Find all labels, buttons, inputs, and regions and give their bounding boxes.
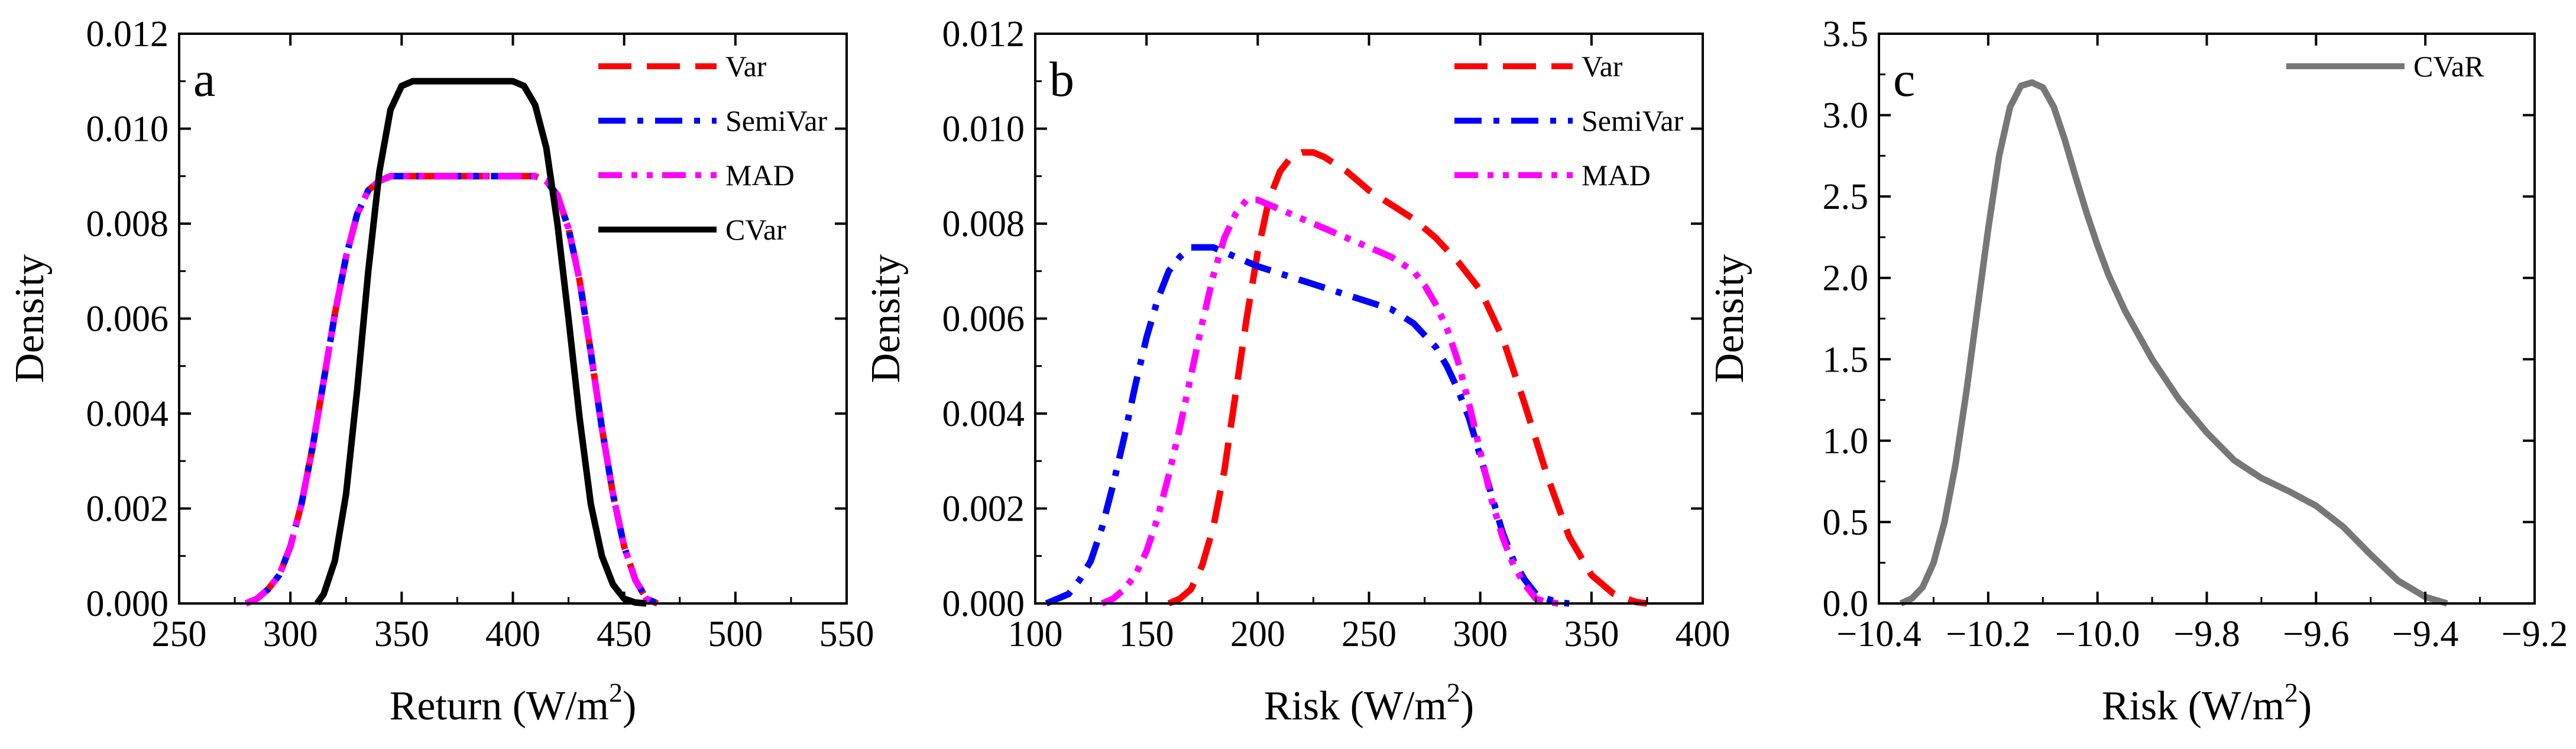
x-tick-label: 250 [152, 614, 207, 654]
x-tick-label: 300 [263, 614, 318, 654]
x-tick-label: 300 [1453, 614, 1508, 654]
x-tick-label: 150 [1119, 614, 1174, 654]
y-tick-label: 0.002 [86, 489, 169, 530]
x-axis-title: Risk (W/m2) [1264, 677, 1474, 729]
x-tick-label: 400 [1676, 614, 1731, 654]
legend-label-mad: MAD [1582, 159, 1651, 192]
y-tick-label: 0.010 [86, 109, 169, 150]
y-tick-label: 0.006 [86, 299, 169, 340]
x-tick-label: −9.2 [2502, 614, 2568, 654]
y-tick-label: 1.0 [1823, 421, 1869, 461]
x-tick-label: −9.8 [2173, 614, 2240, 654]
legend-label-semivar: SemiVar [725, 104, 828, 137]
x-tick-label: 400 [485, 614, 540, 654]
legend-label-cvar: CVar [725, 213, 786, 246]
y-tick-label: 0.002 [942, 489, 1025, 530]
y-tick-label: 0.000 [942, 584, 1025, 624]
x-axis-title-end: ) [623, 683, 636, 729]
panel-letter: a [193, 52, 215, 107]
y-tick-label: 0.010 [942, 109, 1025, 150]
legend-label-var: Var [1582, 50, 1623, 83]
legend-label-var: Var [725, 50, 767, 83]
x-tick-label: 250 [1342, 614, 1396, 654]
x-axis-title-end: ) [1460, 683, 1474, 729]
x-tick-label: −9.6 [2283, 614, 2349, 654]
x-axis-title-text: Risk (W/m [2102, 683, 2285, 729]
x-tick-label: −10.4 [1836, 614, 1921, 654]
x-tick-label: 500 [708, 614, 763, 654]
x-axis-title-sup: 2 [2285, 677, 2298, 708]
y-tick-label: 0.000 [86, 584, 169, 624]
series-line-cvar [314, 78, 647, 607]
y-tick-label: 0.008 [86, 204, 169, 244]
x-axis-title-end: ) [2298, 683, 2312, 729]
x-axis-title-text: Return (W/m [390, 683, 609, 729]
series-line-var [1167, 149, 1648, 607]
x-tick-label: 350 [374, 614, 429, 654]
chart-panel-c: −10.4 −10.2 −10.0 −9.8 −9.6 −9.4 −9.2 0.0 0.5 1.0… [1707, 14, 2568, 729]
y-tick-label: 0.004 [942, 394, 1025, 434]
y-tick-label: 1.5 [1823, 340, 1869, 380]
x-tick-label: 350 [1564, 614, 1619, 654]
series-line-semivar [244, 173, 659, 607]
x-tick-label: 450 [597, 614, 652, 654]
x-axis-title-sup: 2 [1447, 677, 1460, 708]
x-axis-title-sup: 2 [609, 677, 623, 708]
x-axis-title: Risk (W/m2) [2102, 677, 2312, 729]
series-line-semivar [1045, 244, 1570, 607]
x-axis-title: Return (W/m2) [390, 677, 637, 729]
legend-label-cvar: CVaR [2413, 50, 2484, 83]
chart-panel-a: 250 300 350 400 450 500 550 0.000 0.002 0.004 0.00… [7, 14, 874, 729]
y-tick-label: 0.006 [942, 299, 1025, 340]
x-axis-title-text: Risk (W/m [1264, 683, 1447, 729]
y-tick-label: 3.5 [1823, 14, 1869, 54]
y-tick-label: 0.008 [942, 204, 1025, 244]
legend-label-mad: MAD [725, 159, 795, 192]
x-tick-label: 200 [1230, 614, 1285, 654]
legend-label-semivar: SemiVar [1582, 104, 1684, 137]
y-tick-label: 0.012 [942, 14, 1025, 54]
y-tick-label: 2.0 [1823, 259, 1869, 299]
y-axis-title: Density [1707, 254, 1752, 383]
y-tick-label: 0.5 [1823, 502, 1869, 543]
y-axis-title: Density [7, 254, 53, 383]
x-tick-label: −10.0 [2055, 614, 2140, 654]
x-tick-label: 550 [819, 614, 874, 654]
chart-panel-b: 100 150 200 250 300 350 400 0.000 0.002 0.004 0.00… [863, 14, 1731, 729]
y-tick-label: 0.012 [86, 14, 169, 54]
y-tick-label: 2.5 [1823, 177, 1869, 217]
panel-letter: c [1893, 52, 1915, 107]
y-tick-label: 3.0 [1823, 96, 1869, 136]
y-axis-title: Density [863, 254, 909, 383]
x-tick-label: 100 [1008, 614, 1063, 654]
y-tick-label: 0.0 [1823, 584, 1869, 624]
series-line-mad [1100, 196, 1559, 607]
panel-letter: b [1049, 52, 1074, 107]
series-line-cvar [1899, 79, 2448, 607]
x-tick-label: −9.4 [2392, 614, 2458, 654]
y-tick-label: 0.004 [86, 394, 169, 434]
x-tick-label: −10.2 [1946, 614, 2030, 654]
